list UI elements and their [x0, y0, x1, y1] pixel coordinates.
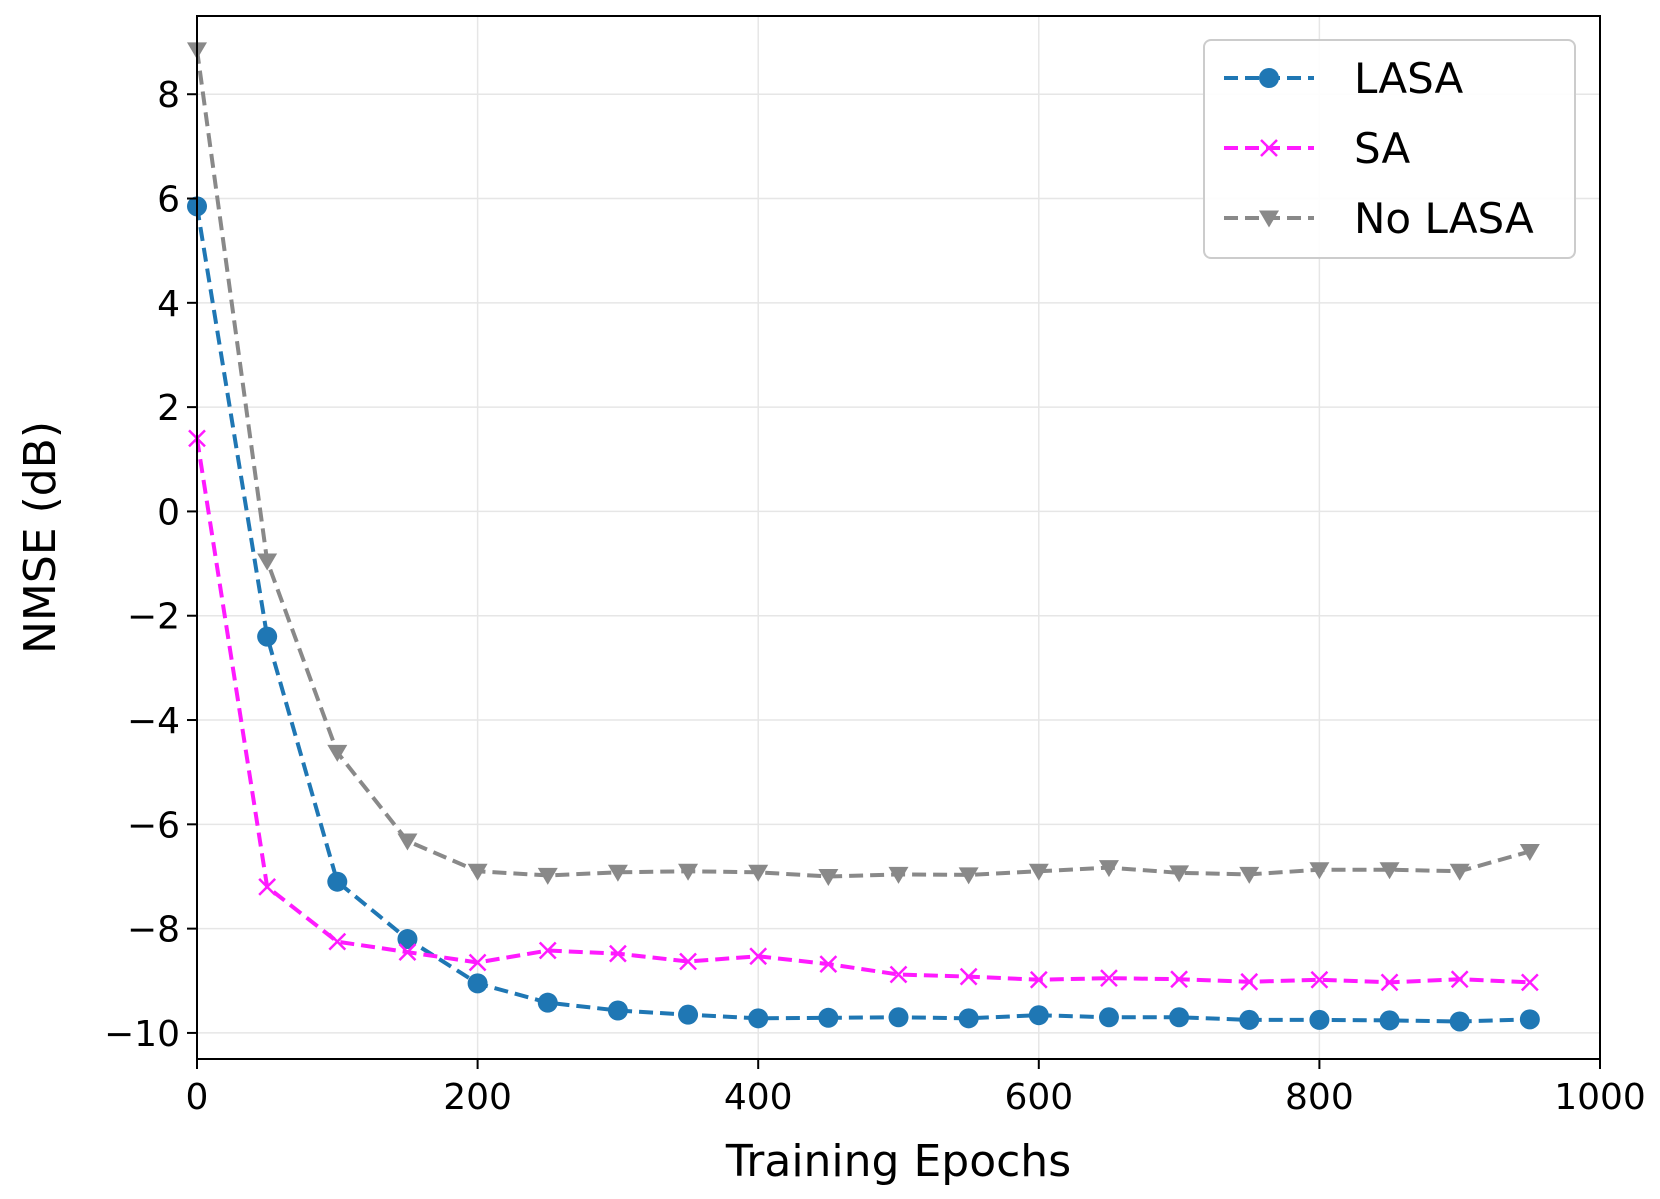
data-point-sa: [1100, 969, 1118, 988]
y-tick-label: −2: [127, 597, 180, 638]
y-tick-label: −4: [127, 701, 180, 742]
data-point-no-lasa: [1309, 862, 1330, 880]
data-point-sa: [609, 944, 627, 963]
data-point-lasa: [537, 992, 558, 1013]
y-tick-label: −6: [127, 805, 180, 846]
data-point-lasa: [888, 1007, 909, 1028]
data-point-lasa: [1098, 1007, 1119, 1028]
legend-box: [1203, 39, 1576, 259]
data-point-sa: [679, 952, 697, 971]
data-point-sa: [819, 955, 838, 973]
data-point-sa: [398, 943, 417, 961]
tick-layer: 0 200 400 600 800 1000 −10 −8 −6 −4 −2 0 2 4 6 8: [104, 75, 1646, 1118]
data-point-no-lasa: [1098, 860, 1119, 878]
data-point-no-lasa: [1379, 862, 1400, 880]
data-point-lasa: [748, 1008, 769, 1029]
data-point-lasa: [1169, 1007, 1190, 1028]
data-point-sa: [538, 941, 557, 960]
data-point-no-lasa: [397, 833, 418, 851]
data-point-sa: [749, 947, 768, 966]
data-point-lasa: [1519, 1009, 1540, 1030]
data-point-lasa: [257, 626, 278, 647]
data-point-sa: [1450, 970, 1469, 989]
data-point-lasa: [467, 973, 488, 994]
series-line-sa: [195, 438, 1530, 985]
data-point-lasa: [1379, 1010, 1400, 1031]
x-tick-label: 800: [1285, 1077, 1354, 1118]
legend-entry-lasa: LASA: [1224, 54, 1464, 103]
data-point-sa: [468, 953, 487, 972]
data-point-lasa: [1449, 1011, 1470, 1032]
data-point-no-lasa: [678, 863, 699, 881]
series-line-no-lasa: [195, 49, 1531, 879]
series-no-lasa: [187, 42, 1540, 886]
data-point-lasa: [1028, 1005, 1049, 1026]
y-tick-label: −10: [104, 1014, 180, 1055]
y-tick-label: 8: [157, 75, 180, 116]
data-point-no-lasa: [818, 868, 839, 886]
legend-label-no-lasa: No LASA: [1354, 194, 1534, 243]
legend-label-sa: SA: [1354, 124, 1410, 173]
data-point-no-lasa: [958, 867, 979, 885]
y-tick-label: 2: [157, 388, 180, 429]
data-point-no-lasa: [888, 866, 909, 884]
data-point-sa: [1520, 973, 1539, 992]
y-axis-title: NMSE (dB): [15, 421, 66, 654]
data-point-sa: [1170, 970, 1188, 989]
data-point-sa: [1380, 973, 1399, 992]
data-point-lasa: [1239, 1009, 1260, 1030]
data-point-lasa: [397, 929, 418, 950]
data-point-lasa: [678, 1004, 699, 1025]
data-point-sa: [258, 878, 277, 896]
y-tick-label: −8: [127, 910, 180, 951]
legend-marker-sa: [1260, 139, 1278, 157]
data-point-no-lasa: [257, 553, 278, 571]
legend-marker-lasa: [1259, 68, 1279, 88]
legend-entry-no-lasa: No LASA: [1224, 194, 1534, 243]
data-point-no-lasa: [748, 864, 769, 882]
plot-frame: [196, 15, 1601, 1060]
x-tick-label: 0: [186, 1077, 209, 1118]
data-point-lasa: [1309, 1009, 1330, 1030]
y-tick-label: 4: [157, 284, 180, 325]
data-point-sa: [1310, 970, 1329, 989]
y-tick-label: 0: [157, 492, 180, 533]
legend-label-lasa: LASA: [1354, 54, 1464, 103]
x-tick-label: 1000: [1554, 1077, 1646, 1118]
data-point-no-lasa: [1449, 863, 1470, 881]
data-point-sa: [959, 967, 978, 986]
data-point-no-lasa: [467, 863, 488, 881]
data-point-no-lasa: [1169, 865, 1190, 883]
data-point-sa: [328, 932, 347, 951]
data-point-sa: [1240, 972, 1259, 991]
data-point-no-lasa: [1239, 866, 1260, 884]
data-point-no-lasa: [537, 867, 558, 885]
data-point-no-lasa: [607, 864, 628, 882]
data-point-no-lasa: [1028, 863, 1049, 881]
series-sa: [188, 429, 1539, 992]
x-axis-title: Training Epochs: [725, 1136, 1071, 1187]
series-lasa: [187, 196, 1540, 1032]
legend-marker-no-lasa: [1259, 210, 1279, 228]
legend-entry-sa: SA: [1224, 124, 1410, 173]
data-point-no-lasa: [1519, 843, 1540, 861]
x-tick-label: 200: [443, 1077, 512, 1118]
data-point-lasa: [327, 871, 348, 892]
data-point-lasa: [958, 1008, 979, 1029]
data-point-sa: [1029, 970, 1048, 989]
data-point-sa: [889, 965, 908, 984]
x-tick-label: 600: [1004, 1077, 1073, 1118]
series-layer: [187, 42, 1540, 1032]
data-point-lasa: [818, 1007, 839, 1028]
legend: LASA SA No LASA: [1203, 39, 1576, 259]
y-tick-label: 6: [157, 180, 180, 221]
x-tick-label: 400: [724, 1077, 793, 1118]
data-point-lasa: [607, 1000, 628, 1021]
data-point-no-lasa: [327, 744, 348, 762]
series-line-lasa: [195, 206, 1530, 1024]
